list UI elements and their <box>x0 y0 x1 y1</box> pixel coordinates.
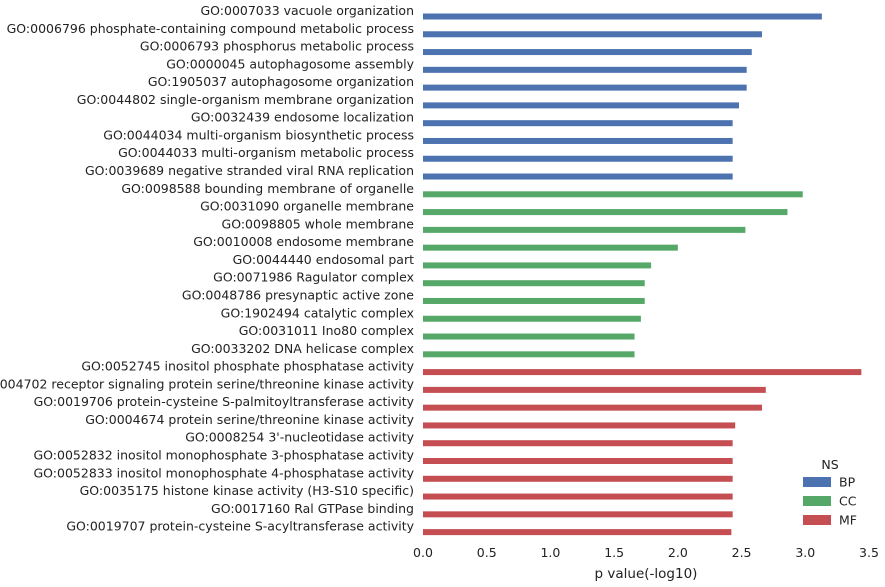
category-label: GO:0006793 phosphorus metabolic process <box>140 39 414 54</box>
x-tick-label: 3.5 <box>859 545 879 560</box>
category-label: GO:0017160 Ral GTPase binding <box>211 501 414 516</box>
bar-cc <box>423 262 652 269</box>
category-label: GO:0044440 endosomal part <box>233 252 415 267</box>
bar-mf <box>423 369 862 376</box>
legend-entries: BP CC MF <box>803 475 857 528</box>
bar-mf <box>423 529 732 536</box>
x-tick-label: 1.0 <box>540 545 560 560</box>
x-axis-ticks: 0.0 0.5 1.0 1.5 2.0 2.5 3.0 3.5 <box>413 545 879 560</box>
category-label: GO:0019707 protein-cysteine S-acyltransf… <box>66 519 414 534</box>
category-label: GO:0033202 DNA helicase complex <box>191 341 414 356</box>
category-label: GO:0048786 presynaptic active zone <box>182 287 414 302</box>
bar-mf <box>423 493 733 500</box>
bar-cc <box>423 297 645 304</box>
category-label: GO:0039689 negative stranded viral RNA r… <box>85 163 414 178</box>
category-label: GO:0052832 inositol monophosphate 3-phos… <box>34 448 415 463</box>
category-label: GO:0044033 multi-organism metabolic proc… <box>118 145 414 160</box>
bar-mf <box>423 422 736 429</box>
bar-mf <box>423 440 733 447</box>
category-label: GO:0071986 Ragulator complex <box>213 270 414 285</box>
category-label: GO:1902494 catalytic complex <box>221 305 414 320</box>
bar-mf <box>423 511 733 518</box>
category-label: GO:0031011 Ino80 complex <box>239 323 414 338</box>
legend-swatch-mf <box>803 515 831 525</box>
bar-bp <box>423 84 747 91</box>
category-label: GO:0000045 autophagosome assembly <box>166 56 414 71</box>
bar-bp <box>423 155 733 162</box>
bar-bp <box>423 120 733 127</box>
x-tick-label: 0.0 <box>413 545 433 560</box>
bar-cc <box>423 280 645 287</box>
legend: NS BP CC MF <box>803 457 857 528</box>
category-label: GO:0052833 inositol monophosphate 4-phos… <box>34 465 415 480</box>
category-label: GO:1905037 autophagosome organization <box>148 74 414 89</box>
bar-mf <box>423 404 762 411</box>
category-label: GO:0004702 receptor signaling protein se… <box>0 376 415 391</box>
legend-title: NS <box>821 457 838 472</box>
bar-cc <box>423 351 635 358</box>
category-labels: GO:0007033 vacuole organization GO:000679… <box>0 3 415 534</box>
bar-mf <box>423 386 766 393</box>
x-tick-label: 2.0 <box>668 545 688 560</box>
x-tick-label: 1.5 <box>604 545 624 560</box>
legend-label-mf: MF <box>839 513 857 528</box>
legend-label-bp: BP <box>839 475 856 490</box>
bar-mf <box>423 475 733 482</box>
legend-swatch-cc <box>803 496 831 506</box>
legend-label-cc: CC <box>839 494 857 509</box>
bar-mf <box>423 458 733 464</box>
category-label: GO:0007033 vacuole organization <box>200 3 414 18</box>
category-label: GO:0098805 whole membrane <box>222 216 415 231</box>
bar-cc <box>423 244 678 251</box>
x-tick-label: 3.0 <box>795 545 815 560</box>
bar-bp <box>423 173 733 180</box>
bar-bp <box>423 49 752 56</box>
category-label: GO:0052745 inositol phosphate phosphatas… <box>81 359 414 374</box>
x-axis-title: p value(-log10) <box>595 566 698 582</box>
bar-bp <box>423 66 747 73</box>
category-label: GO:0032439 endosome localization <box>191 110 414 125</box>
legend-swatch-bp <box>803 477 831 487</box>
category-label: GO:0008254 3'-nucleotidase activity <box>185 430 414 445</box>
category-label: GO:0004674 protein serine/threonine kina… <box>85 412 414 427</box>
category-label: GO:0019706 protein-cysteine S-palmitoylt… <box>34 394 415 409</box>
category-label: GO:0044034 multi-organism biosynthetic p… <box>103 127 414 142</box>
bar-bp <box>423 137 733 144</box>
category-label: GO:0006796 phosphate-containing compound… <box>7 21 414 36</box>
x-tick-label: 0.5 <box>477 545 497 560</box>
bar-bp <box>423 13 822 20</box>
bar-group <box>423 13 862 536</box>
bar-bp <box>423 102 740 109</box>
category-label: GO:0010008 endosome membrane <box>193 234 414 249</box>
bar-cc <box>423 333 635 340</box>
bar-cc <box>423 226 746 233</box>
x-tick-label: 2.5 <box>732 545 752 560</box>
bar-cc <box>423 315 641 322</box>
category-label: GO:0031090 organelle membrane <box>200 199 414 214</box>
bar-cc <box>423 191 803 198</box>
bar-cc <box>423 209 788 216</box>
category-label: GO:0035175 histone kinase activity (H3-S… <box>80 483 414 498</box>
category-label: GO:0098588 bounding membrane of organell… <box>121 181 414 196</box>
category-label: GO:0044802 single-organism membrane orga… <box>77 92 414 107</box>
bar-bp <box>423 31 762 38</box>
